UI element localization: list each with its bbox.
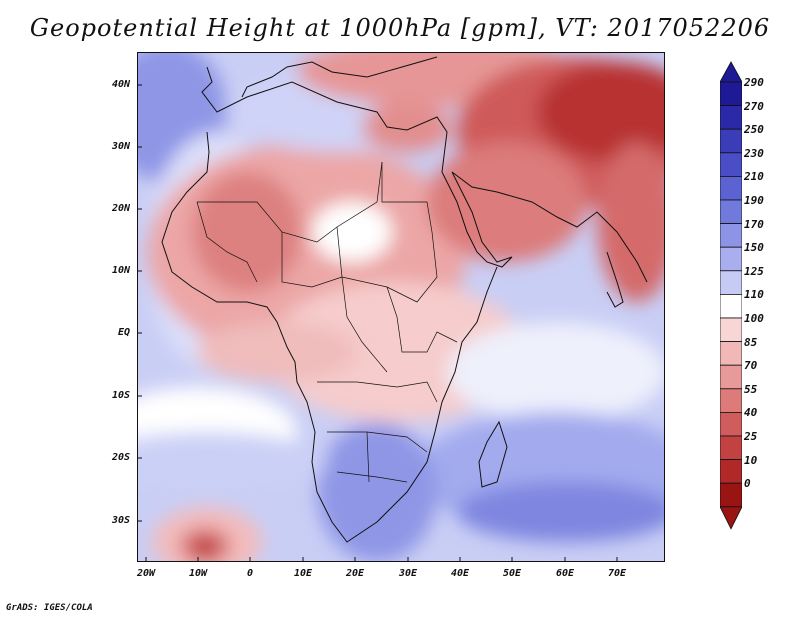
lon-label: 10W bbox=[188, 568, 208, 579]
colorbar-level-label: 10 bbox=[744, 453, 758, 467]
country-borders bbox=[196, 161, 458, 483]
colorbar-level-label: 25 bbox=[744, 430, 758, 443]
colorbar-segment bbox=[719, 317, 743, 343]
map-field bbox=[137, 52, 665, 562]
colorbar bbox=[719, 60, 743, 564]
colorbar-level-label: 55 bbox=[744, 382, 758, 396]
lon-label: 50E bbox=[502, 568, 522, 579]
colorbar-segment bbox=[719, 270, 743, 295]
colorbar-arrow-top bbox=[719, 61, 743, 83]
colorbar-level-label: 230 bbox=[744, 146, 764, 160]
map-title: Geopotential Height at 1000hPa [gpm], VT… bbox=[29, 14, 771, 42]
colorbar-arrow-bottom bbox=[719, 506, 743, 530]
lat-label: 40N bbox=[111, 79, 130, 90]
colorbar-segment bbox=[719, 128, 743, 154]
colorbar-level-label: 85 bbox=[744, 335, 758, 349]
lon-label: 60E bbox=[555, 568, 575, 579]
colorbar-segment bbox=[719, 152, 743, 177]
credit-text: GrADS: IGES/COLA bbox=[6, 603, 93, 613]
colorbar-segment bbox=[719, 199, 743, 225]
colorbar-segment bbox=[719, 341, 743, 366]
lon-label: 70E bbox=[607, 568, 627, 579]
colorbar-level-label: 40 bbox=[744, 406, 758, 420]
height-field bbox=[137, 52, 665, 562]
lat-label: 10N bbox=[111, 265, 130, 276]
colorbar-segment bbox=[719, 81, 743, 107]
tick-marks bbox=[137, 84, 618, 562]
colorbar-level-label: 70 bbox=[744, 359, 758, 373]
colorbar-segment bbox=[719, 411, 743, 437]
lon-label: 0 bbox=[246, 568, 254, 579]
lon-label: 10E bbox=[293, 568, 313, 579]
colorbar-segment bbox=[719, 388, 743, 413]
colorbar-level-label: 125 bbox=[744, 264, 764, 278]
colorbar-level-label: 170 bbox=[744, 217, 764, 231]
colorbar-bar bbox=[719, 61, 743, 530]
colorbar-segment bbox=[719, 364, 743, 390]
colorbar-level-label: 270 bbox=[744, 99, 764, 113]
colorbar-segment bbox=[719, 105, 743, 130]
colorbar-level-label: 150 bbox=[744, 241, 764, 255]
lat-label: 20S bbox=[111, 452, 130, 463]
colorbar-level-label: 110 bbox=[744, 288, 764, 302]
geopotential-map bbox=[137, 52, 665, 562]
colorbar-segment bbox=[719, 435, 743, 461]
lon-label: 40E bbox=[450, 568, 470, 579]
colorbar-level-label: 290 bbox=[744, 76, 764, 89]
lon-label: 20E bbox=[345, 568, 365, 579]
map-frame bbox=[137, 52, 665, 562]
colorbar-level-label: 210 bbox=[744, 170, 764, 184]
lat-label: EQ bbox=[117, 327, 130, 338]
colorbar-level-label: 100 bbox=[744, 312, 764, 325]
lat-label: 10S bbox=[111, 390, 130, 401]
lat-label: 30S bbox=[111, 515, 130, 526]
colorbar-segment bbox=[719, 246, 743, 272]
lon-label: 30E bbox=[398, 568, 418, 579]
colorbar-segment bbox=[719, 482, 743, 508]
colorbar-level-label: 250 bbox=[744, 123, 764, 137]
lon-label: 20W bbox=[136, 568, 156, 579]
coastlines bbox=[161, 56, 648, 543]
colorbar-segment bbox=[719, 459, 743, 484]
lat-label: 30N bbox=[111, 141, 130, 152]
colorbar-level-label: 0 bbox=[744, 477, 751, 491]
colorbar-segment bbox=[719, 293, 743, 319]
lat-label: 20N bbox=[111, 203, 130, 214]
colorbar-level-label: 190 bbox=[744, 194, 764, 207]
colorbar-segment bbox=[719, 176, 743, 201]
colorbar-segment bbox=[719, 223, 743, 248]
